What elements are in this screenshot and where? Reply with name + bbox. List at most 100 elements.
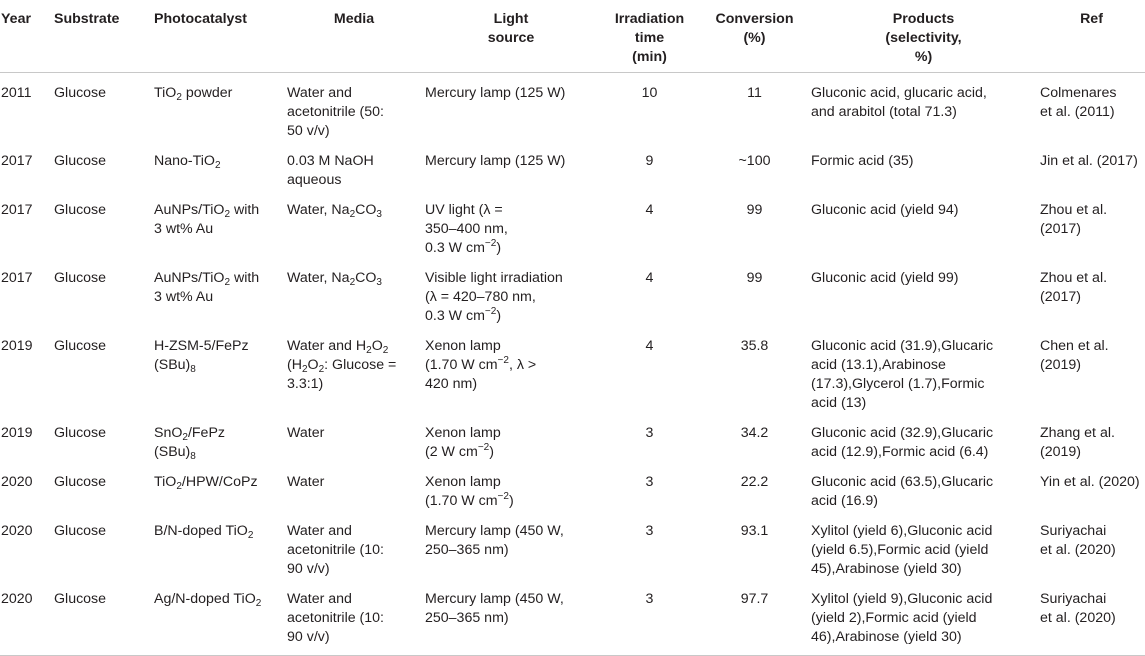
cell-year: 2011: [1, 85, 32, 101]
cell-photocatalyst: B/N-doped TiO2: [154, 523, 254, 541]
header-substrate: Substrate: [52, 0, 152, 73]
cell-time: 4: [645, 338, 654, 354]
table-row: 2019 Glucose H-ZSM-5/FePz (SBu)8 Water an…: [0, 326, 1145, 413]
cell-time: 3: [645, 523, 654, 539]
cell-media: Water, Na2CO3: [287, 202, 382, 220]
cell-light-source: Mercury lamp (125 W): [425, 153, 566, 169]
cell-time: 3: [645, 474, 654, 490]
table-row: 2020 Glucose TiO2/HPW/CoPz Water Xenon l…: [0, 462, 1145, 511]
header-conversion: Conversion (%): [700, 0, 809, 73]
cell-year: 2017: [1, 202, 33, 218]
cell-time: 3: [645, 425, 654, 441]
cell-ref: Zhang et al. (2019): [1040, 425, 1115, 460]
header-media: Media: [285, 0, 423, 73]
cell-light-source: UV light (λ = 350–400 nm, 0.3 W cm−2): [425, 202, 508, 256]
cell-substrate: Glucose: [52, 579, 152, 656]
header-year: Year: [0, 0, 52, 73]
cell-light-source: Mercury lamp (450 W, 250–365 nm): [425, 523, 564, 558]
cell-products: Gluconic acid (yield 94): [811, 202, 959, 218]
cell-year: 2020: [1, 474, 33, 490]
cell-products: Xylitol (yield 6),Gluconic acid (yield 6.…: [811, 523, 993, 577]
cell-photocatalyst: SnO2/FePz (SBu)8: [154, 425, 226, 462]
cell-substrate: Glucose: [54, 425, 107, 441]
cell-substrate: Glucose: [54, 338, 107, 354]
cell-substrate: Glucose: [54, 270, 107, 286]
cell-ref: Zhou et al. (2017): [1040, 202, 1108, 237]
cell-ref: Zhou et al. (2017): [1040, 270, 1108, 305]
cell-time: 4: [645, 202, 654, 218]
table-row: 2020 Glucose B/N-doped TiO2 Water and ace…: [0, 511, 1145, 579]
table-row: 2019 Glucose SnO2/FePz (SBu)8 Water Xenon…: [0, 413, 1145, 462]
header-row: Year Substrate Photocatalyst Media Light…: [0, 0, 1145, 73]
cell-products: Gluconic acid (63.5),Glucaric acid (16.9): [811, 474, 994, 509]
cell-ref: Jin et al. (2017): [1040, 153, 1138, 169]
table-row: 2017 Glucose Nano-TiO2 0.03 M NaOH aqueou…: [0, 141, 1145, 190]
cell-photocatalyst: AuNPs/TiO2 with 3 wt% Au: [154, 270, 260, 305]
cell-time: 9: [645, 153, 654, 169]
cell-photocatalyst: TiO2 powder: [154, 85, 233, 103]
cell-time: 10: [641, 85, 658, 101]
cell-substrate: Glucose: [54, 85, 107, 101]
cell-year: 2019: [1, 338, 33, 354]
cell-ref: Yin et al. (2020): [1040, 474, 1140, 490]
cell-photocatalyst: AuNPs/TiO2 with 3 wt% Au: [154, 202, 260, 237]
cell-products: Xylitol (yield 9),Gluconic acid (yield 2)…: [809, 579, 1038, 656]
cell-photocatalyst: Nano-TiO2: [154, 153, 221, 171]
cell-media: Water and H2O2 (H2O2: Glucose = 3.3:1): [287, 338, 397, 392]
cell-conversion: 99: [746, 202, 763, 218]
cell-conversion: ~100: [738, 153, 771, 169]
cell-substrate: Glucose: [54, 523, 107, 539]
cell-ref: Suriyachai et al. (2020): [1038, 579, 1145, 656]
cell-light-source: Xenon lamp (2 W cm−2): [425, 425, 501, 460]
table-row: 2017 Glucose AuNPs/TiO2 with 3 wt% Au Wat…: [0, 258, 1145, 326]
cell-light-source: Mercury lamp (450 W, 250–365 nm): [423, 579, 599, 656]
cell-ref: Suriyachai et al. (2020): [1040, 523, 1116, 558]
cell-light-source: Xenon lamp (1.70 W cm−2, λ >420 nm): [425, 338, 537, 392]
cell-photocatalyst: H-ZSM-5/FePz (SBu)8: [154, 338, 249, 375]
cell-media: Water: [287, 425, 325, 441]
cell-substrate: Glucose: [54, 153, 107, 169]
cell-conversion: 22.2: [740, 474, 769, 490]
header-irradiation-time: Irradiation time (min): [599, 0, 700, 73]
header-light-source: Light source: [423, 0, 599, 73]
cell-year: 2019: [1, 425, 33, 441]
cell-products: Gluconic acid (31.9),Glucaric acid (13.1)…: [811, 338, 994, 411]
cell-year: 2020: [0, 579, 52, 656]
cell-media: Water, Na2CO3: [287, 270, 382, 288]
cell-conversion: 93.1: [740, 523, 769, 539]
cell-substrate: Glucose: [54, 474, 107, 490]
cell-conversion: 99: [746, 270, 763, 286]
cell-photocatalyst: Ag/N-doped TiO2: [152, 579, 285, 656]
cell-light-source: Visible light irradiation (λ = 420–780 nm…: [425, 270, 563, 324]
cell-conversion: 35.8: [740, 338, 769, 354]
cell-ref: Colmenares et al. (2011): [1040, 85, 1117, 120]
table-row: 2017 Glucose AuNPs/TiO2 with 3 wt% Au Wat…: [0, 190, 1145, 258]
cell-light-source: Xenon lamp (1.70 W cm−2): [425, 474, 514, 509]
cell-conversion: 34.2: [740, 425, 769, 441]
header-ref: Ref: [1038, 0, 1145, 73]
table-row: 2011 Glucose TiO2 powder Water and aceton…: [0, 73, 1145, 142]
cell-time: 3: [599, 579, 700, 656]
cell-ref: Chen et al. (2019): [1040, 338, 1109, 373]
cell-media: 0.03 M NaOH aqueous: [287, 153, 374, 188]
cell-media: Water: [287, 474, 325, 490]
cell-photocatalyst: TiO2/HPW/CoPz: [154, 474, 258, 492]
cell-media: Water and acetonitrile (50: 50 v/v): [287, 85, 384, 139]
cell-year: 2020: [1, 523, 33, 539]
cell-products: Gluconic acid (32.9),Glucaric acid (12.9)…: [811, 425, 994, 460]
header-products: Products (selectivity,%): [809, 0, 1038, 73]
cell-time: 4: [645, 270, 654, 286]
cell-products: Gluconic acid, glucaric acid, and arabito…: [811, 85, 987, 120]
cell-media: Water and acetonitrile (10: 90 v/v): [285, 579, 423, 656]
header-photocatalyst: Photocatalyst: [152, 0, 285, 73]
cell-year: 2017: [1, 270, 33, 286]
cell-products: Gluconic acid (yield 99): [811, 270, 959, 286]
cell-products: Formic acid (35): [811, 153, 914, 169]
cell-year: 2017: [1, 153, 33, 169]
cell-light-source: Mercury lamp (125 W): [425, 85, 566, 101]
cell-conversion: 11: [747, 85, 762, 101]
cell-conversion: 97.7: [700, 579, 809, 656]
cell-substrate: Glucose: [54, 202, 107, 218]
table-row: 2020 Glucose Ag/N-doped TiO2 Water and ac…: [0, 579, 1145, 656]
